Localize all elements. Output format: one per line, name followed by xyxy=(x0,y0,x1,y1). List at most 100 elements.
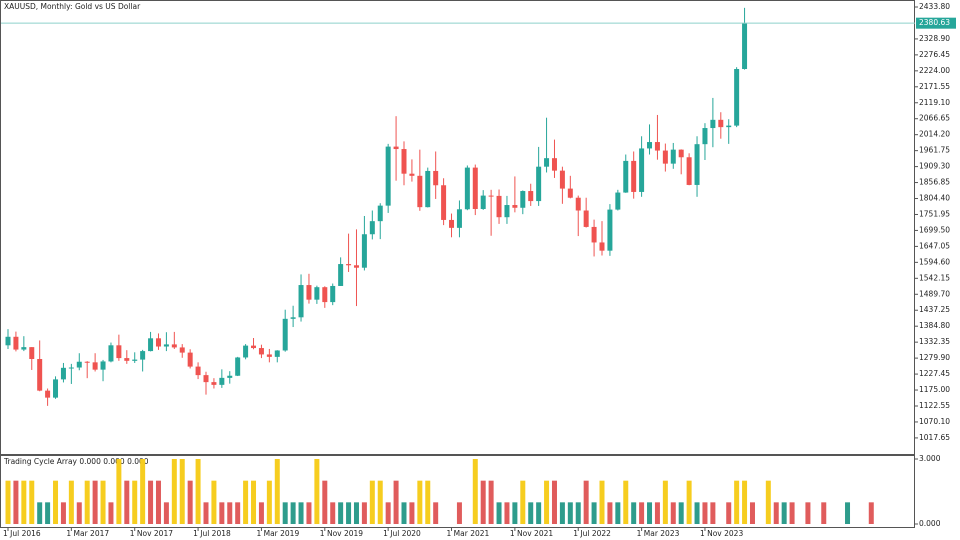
indicator-bar xyxy=(13,480,19,524)
candle-body xyxy=(29,347,35,359)
indicator-bar xyxy=(37,502,43,524)
candle-body xyxy=(195,366,201,376)
candle-body xyxy=(219,377,225,385)
indicator-bar xyxy=(171,459,177,524)
indicator-bar xyxy=(773,502,779,524)
y-tick-label: 2328.90 xyxy=(919,34,950,43)
indicator-bar xyxy=(686,480,692,524)
candle-body xyxy=(140,351,146,360)
candle-body xyxy=(694,144,700,185)
y-tick-label: 2171.55 xyxy=(919,82,950,91)
indicator-bar xyxy=(472,459,478,524)
candle-body xyxy=(710,119,716,129)
x-tick-label: 1 Nov 2021 xyxy=(510,529,553,538)
y-tick-label: 2014.20 xyxy=(919,130,950,139)
indicator-bar xyxy=(504,502,510,524)
y-tick-label: 1227.45 xyxy=(919,369,950,378)
indicator-bar xyxy=(282,502,288,524)
indicator-bar xyxy=(488,480,494,524)
indicator-bar xyxy=(789,502,795,524)
candle-body xyxy=(314,287,320,300)
candle-body xyxy=(163,344,169,347)
candle-body xyxy=(148,338,154,352)
y-tick-label: 2066.65 xyxy=(919,114,950,123)
indicator-bar xyxy=(575,502,581,524)
x-tick-label: 1 Jul 2020 xyxy=(383,529,421,538)
candle-body xyxy=(544,158,550,167)
x-tick-label: 1 Mar 2023 xyxy=(637,529,680,538)
candle-body xyxy=(179,347,185,353)
indicator-bar xyxy=(53,480,59,524)
indicator-bar xyxy=(29,480,35,524)
indicator-bar xyxy=(116,459,122,524)
indicator-bar xyxy=(124,480,130,524)
indicator-bar xyxy=(84,480,90,524)
x-tick-label: 1 Jul 2022 xyxy=(573,529,611,538)
x-tick-label: 1 Jul 2016 xyxy=(3,529,41,538)
indicator-bar xyxy=(615,502,621,524)
indicator-bar xyxy=(187,480,193,524)
indicator-bar xyxy=(258,502,264,524)
candle-body xyxy=(575,197,581,211)
candle-body xyxy=(488,195,494,197)
candle-body xyxy=(171,344,177,348)
y-tick-label: 1489.70 xyxy=(919,289,950,298)
indicator-bar xyxy=(433,502,439,524)
indicator-bar xyxy=(330,502,336,524)
y-tick-label: 1122.55 xyxy=(919,401,950,410)
indicator-bar xyxy=(203,502,209,524)
candle-body xyxy=(274,350,280,357)
indicator-bar xyxy=(148,480,154,524)
indicator-bar xyxy=(710,502,716,524)
candle-body xyxy=(361,234,367,268)
candle-body xyxy=(330,285,336,303)
y-tick-label: 2433.80 xyxy=(919,2,950,11)
indicator-bar xyxy=(377,480,383,524)
x-tick-label: 1 Jul 2018 xyxy=(193,529,231,538)
candle-body xyxy=(76,361,82,368)
candle-body xyxy=(45,390,51,398)
y-tick-label: 2119.10 xyxy=(919,98,950,107)
indicator-bar xyxy=(567,502,573,524)
candle-body xyxy=(203,375,209,383)
candle-body xyxy=(60,367,66,380)
indicator-bar xyxy=(393,480,399,524)
indicator-bar xyxy=(68,480,74,524)
candle-body xyxy=(504,205,510,218)
indicator-bar xyxy=(195,459,201,524)
candle-body xyxy=(409,173,415,176)
x-tick-label: 1 Mar 2019 xyxy=(256,529,299,538)
candle-body xyxy=(290,317,296,319)
y-tick-label: 1699.50 xyxy=(919,225,950,234)
indicator-bar xyxy=(409,502,415,524)
indicator-bar xyxy=(726,502,732,524)
indicator-bar xyxy=(211,480,217,524)
y-tick-label: 1856.85 xyxy=(919,178,950,187)
candle-body xyxy=(37,358,43,391)
indicator-bar xyxy=(108,502,114,524)
y-tick-label: 1647.05 xyxy=(919,241,950,250)
candle-body xyxy=(235,357,241,376)
indicator-bar xyxy=(536,502,542,524)
indicator-bar xyxy=(480,480,486,524)
indicator-bar xyxy=(639,502,645,524)
indicator-frame xyxy=(0,455,915,528)
candle-body xyxy=(13,336,19,350)
candle-body xyxy=(92,362,98,370)
indicator-bar xyxy=(425,480,431,524)
indicator-bar xyxy=(227,502,233,524)
x-tick-label: 1 Mar 2017 xyxy=(66,529,109,538)
candle-body xyxy=(211,382,217,385)
y-tick-label: 2224.00 xyxy=(919,66,950,75)
y-tick-label: 1542.15 xyxy=(919,273,950,282)
indicator-bar xyxy=(235,502,241,524)
indicator-bar xyxy=(821,502,827,524)
indicator-bar xyxy=(60,502,66,524)
candle-body xyxy=(742,23,748,70)
indicator-bar xyxy=(734,480,740,524)
candle-body xyxy=(53,379,59,398)
indicator-bar xyxy=(417,480,423,524)
indicator-bar xyxy=(290,502,296,524)
indicator-bar xyxy=(583,480,589,524)
candle-body xyxy=(258,348,264,355)
